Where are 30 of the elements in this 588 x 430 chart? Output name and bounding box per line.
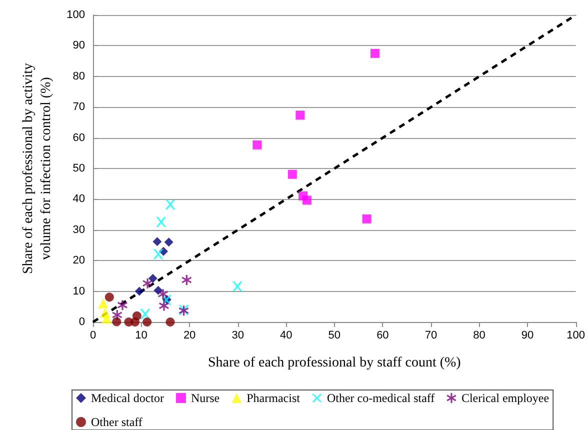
x-tick-label: 30: [232, 330, 244, 342]
y-tick-label: 10: [72, 285, 85, 298]
x-axis-title: Share of each professional by staff count (%): [208, 356, 462, 370]
y-tick-label: 90: [72, 40, 85, 52]
y-tick-label: 50: [72, 162, 85, 174]
x-tick-label: 50: [328, 330, 341, 342]
legend-label: Clerical employee: [461, 391, 550, 405]
y-tick-label: 80: [72, 70, 85, 82]
x-tick-label: 40: [280, 330, 292, 342]
x-tick-label: 10: [135, 330, 148, 342]
x-tick-label: 60: [376, 330, 389, 342]
y-tick-label: 60: [72, 132, 85, 144]
legend-label: Pharmacist: [246, 391, 301, 405]
y-axis-title: Share of each professional by activity volume for infection control (%): [21, 62, 54, 274]
legend-label: Nurse: [190, 391, 220, 405]
y-tick-label: 30: [72, 224, 85, 236]
legend-label: Other staff: [91, 415, 142, 429]
y-tick-label: 20: [72, 254, 85, 267]
y-tick-label: 100: [66, 9, 85, 21]
y-tick-label: 40: [72, 193, 85, 206]
y-tick-label: 70: [72, 101, 85, 114]
y-tick-label: 0: [78, 316, 85, 328]
legend-label: Other co-medical staff: [326, 391, 435, 405]
x-tick-label: 70: [424, 330, 438, 342]
x-tick-label: 20: [183, 330, 196, 342]
x-tick-label: 90: [521, 330, 534, 342]
x-tick-label: 80: [473, 330, 486, 342]
x-tick-label: 0: [90, 330, 96, 342]
legend-label: Medical doctor: [91, 391, 164, 405]
x-tick-label: 100: [566, 330, 586, 342]
